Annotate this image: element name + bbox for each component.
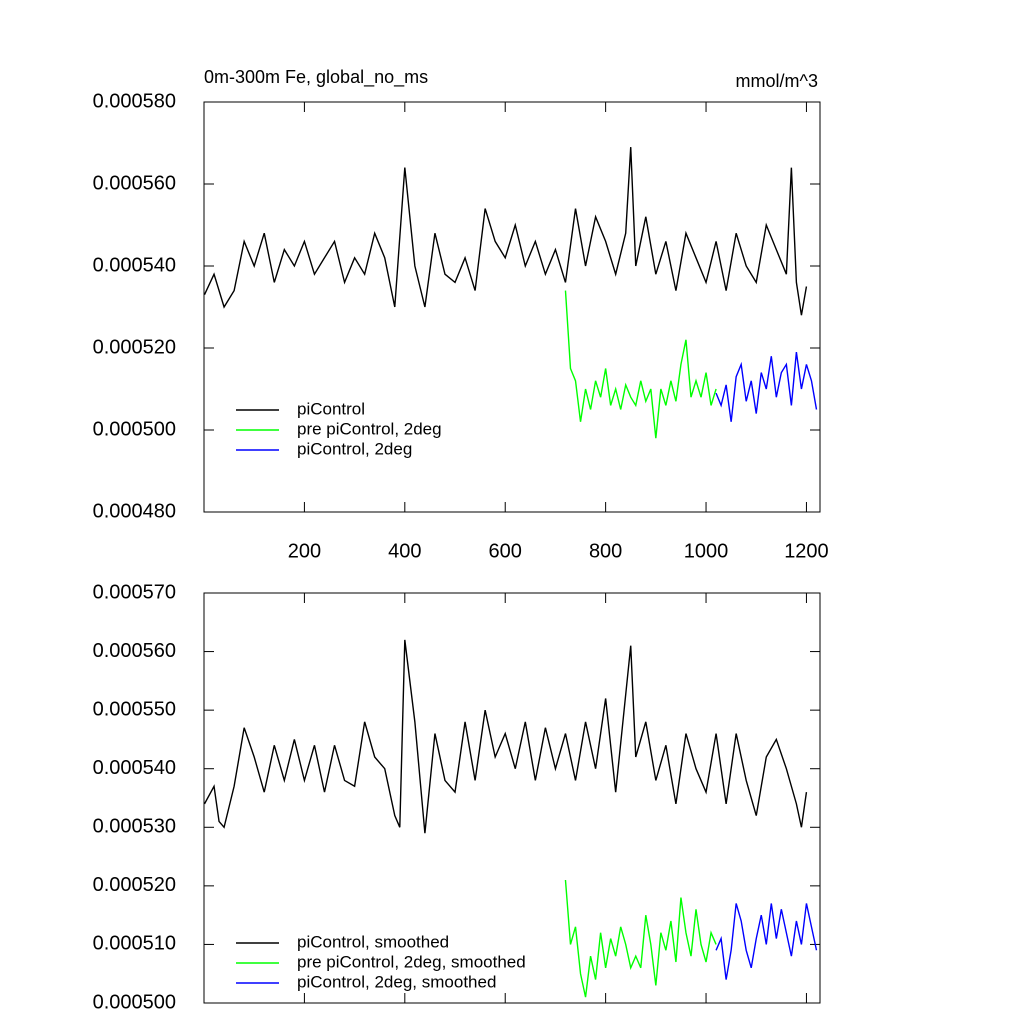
y-tick-label: 0.000530 — [93, 816, 176, 838]
series-line — [715, 352, 818, 422]
y-tick-label: 0.000520 — [93, 874, 176, 896]
series-line — [564, 290, 717, 439]
chart-title: 0m-300m Fe, global_no_ms — [204, 67, 428, 88]
y-tick-label: 0.000560 — [93, 172, 176, 194]
y-tick-label: 0.000540 — [93, 757, 176, 779]
plot-frame — [203, 101, 821, 513]
y-tick-label: 0.000500 — [93, 991, 176, 1013]
legend-label: piControl, smoothed — [297, 932, 449, 951]
units-label: mmol/m^3 — [736, 71, 818, 91]
y-tick-label: 0.000550 — [93, 698, 176, 720]
y-tick-label: 0.000570 — [93, 581, 176, 603]
x-tick-label: 400 — [388, 540, 421, 562]
legend-label: pre piControl, 2deg — [297, 419, 442, 438]
y-tick-label: 0.000580 — [93, 90, 176, 112]
x-tick-label: 1200 — [784, 540, 829, 562]
legend-label: piControl, 2deg — [297, 439, 412, 458]
x-tick-label: 600 — [489, 540, 522, 562]
legend-label: piControl, 2deg, smoothed — [297, 972, 496, 991]
y-tick-label: 0.000540 — [93, 254, 176, 276]
legend-label: pre piControl, 2deg, smoothed — [297, 952, 526, 971]
x-tick-label: 800 — [589, 540, 622, 562]
y-tick-label: 0.000560 — [93, 640, 176, 662]
series-line — [203, 147, 808, 316]
series-line — [203, 639, 808, 834]
y-tick-label: 0.000510 — [93, 933, 176, 955]
y-tick-label: 0.000480 — [93, 500, 176, 522]
series-line — [564, 879, 717, 998]
series-line — [715, 903, 818, 980]
x-tick-label: 1000 — [684, 540, 729, 562]
x-tick-label: 200 — [288, 540, 321, 562]
y-tick-label: 0.000520 — [93, 336, 176, 358]
legend-label: piControl — [297, 399, 365, 418]
plot-frame — [203, 592, 821, 1004]
y-tick-label: 0.000500 — [93, 418, 176, 440]
